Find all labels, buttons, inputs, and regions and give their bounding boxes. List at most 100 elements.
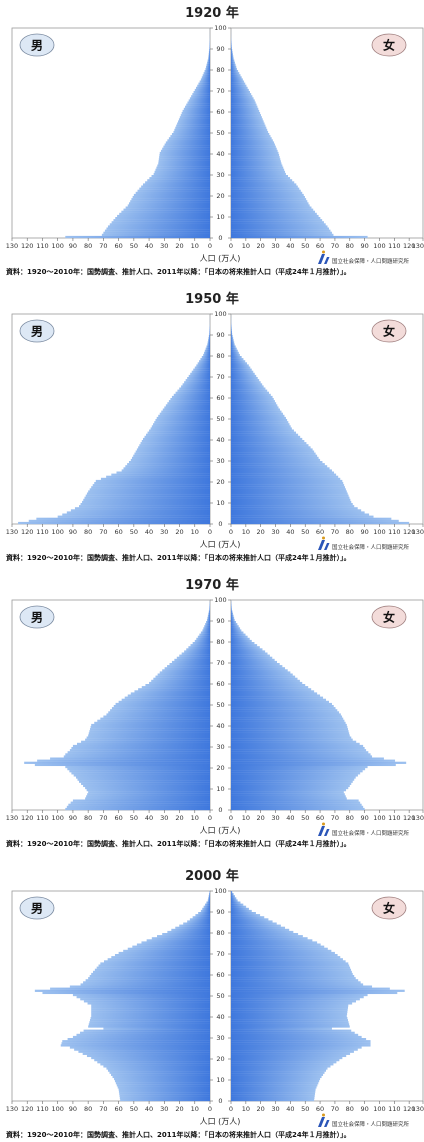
female-bar-age-42 <box>231 719 345 722</box>
female-bar-age-30 <box>231 172 286 176</box>
female-bar-age-18 <box>231 198 307 201</box>
x-tick-label-female: 20 <box>257 242 265 250</box>
female-bar-age-88 <box>231 914 261 917</box>
male-bar-age-8 <box>88 791 210 794</box>
female-bar-age-55 <box>231 692 318 695</box>
male-bar-age-37 <box>89 1021 210 1024</box>
male-bar-age-76 <box>197 362 210 365</box>
female-bar-age-58 <box>231 977 356 980</box>
male-bar-age-74 <box>181 652 210 655</box>
y-tick-label: 80 <box>216 66 224 74</box>
x-tick-label-male: 90 <box>69 528 77 536</box>
female-bar-age-73 <box>231 82 246 85</box>
female-bar-age-68 <box>231 379 260 382</box>
y-tick-label: 60 <box>216 108 224 116</box>
male-bar-age-18 <box>92 484 210 487</box>
male-bar-age-86 <box>207 341 210 344</box>
female-bar-age-52 <box>231 412 283 415</box>
x-tick-label-female: 100 <box>373 242 385 250</box>
male-bar-age-11 <box>119 212 210 216</box>
male-bar-age-92 <box>209 328 210 331</box>
male-bar-age-82 <box>206 63 210 66</box>
male-bar-age-36 <box>138 446 210 449</box>
male-bar-age-22 <box>24 761 211 764</box>
male-bar-age-14 <box>107 1069 210 1072</box>
x-tick-label-male: 120 <box>21 1105 33 1113</box>
female-bar-age-40 <box>231 437 303 441</box>
female-bar-age-9 <box>231 217 321 220</box>
female-bar-age-50 <box>231 130 269 134</box>
female-bar-age-15 <box>231 776 356 779</box>
female-bar-age-19 <box>231 482 344 485</box>
male-bar-age-61 <box>93 970 210 974</box>
female-bar-age-43 <box>231 431 297 434</box>
male-bar-age-88 <box>195 914 210 917</box>
male-bar-age-81 <box>203 351 210 355</box>
female-bar-age-71 <box>231 372 255 376</box>
x-tick-label-male: 80 <box>84 528 92 536</box>
male-bar-age-32 <box>133 454 210 457</box>
y-tick-label: 10 <box>216 785 224 793</box>
male-bar-age-58 <box>141 686 210 689</box>
male-bar-age-91 <box>209 44 210 48</box>
male-bar-age-60 <box>91 972 210 976</box>
female-bar-age-66 <box>231 97 254 100</box>
male-bar-age-27 <box>61 1042 210 1045</box>
x-tick-label-female: 60 <box>316 1105 324 1113</box>
female-bar-age-76 <box>231 362 248 365</box>
female-bar-age-9 <box>231 503 353 506</box>
male-bar-age-0 <box>18 521 211 525</box>
male-bar-age-46 <box>151 425 210 428</box>
male-bar-age-17 <box>100 1063 210 1066</box>
male-bar-age-74 <box>199 80 210 83</box>
female-bar-age-27 <box>231 179 293 182</box>
female-bar-age-90 <box>231 332 233 336</box>
female-bar-age-89 <box>231 912 256 915</box>
male-bar-age-14 <box>125 206 210 209</box>
male-bar-age-0 <box>65 807 210 811</box>
male-bar-age-22 <box>106 475 210 478</box>
male-bar-age-15 <box>75 776 210 779</box>
female-bar-age-84 <box>231 631 244 634</box>
female-bar-age-8 <box>231 791 344 794</box>
male-bar-age-33 <box>134 452 210 455</box>
male-bar-age-65 <box>188 99 210 102</box>
female-bar-age-17 <box>231 200 308 203</box>
x-tick-label-female: 90 <box>360 528 368 536</box>
male-bar-age-44 <box>91 1006 210 1009</box>
male-bar-age-9 <box>115 217 210 220</box>
x-tick-label-female: 40 <box>286 528 294 536</box>
x-tick-label-male: 20 <box>175 528 183 536</box>
male-bar-age-47 <box>153 423 210 426</box>
female-bar-age-61 <box>231 107 259 111</box>
female-bar-age-21 <box>231 191 303 195</box>
female-badge: 女 <box>371 605 407 629</box>
male-bar-age-57 <box>179 116 210 119</box>
x-tick-label-female: 50 <box>301 528 309 536</box>
female-bar-age-45 <box>231 713 341 716</box>
female-bar-age-60 <box>231 681 303 685</box>
male-bar-age-69 <box>193 91 210 94</box>
female-bar-age-9 <box>231 1080 320 1083</box>
female-bar-age-86 <box>231 341 235 344</box>
y-tick-label: 20 <box>216 1055 224 1063</box>
female-bar-age-48 <box>231 135 271 138</box>
male-bar-age-23 <box>111 473 210 476</box>
male-bar-age-2 <box>119 1094 210 1097</box>
x-tick-label-female: 60 <box>316 242 324 250</box>
female-bar-age-80 <box>231 67 237 71</box>
male-bar-age-12 <box>84 496 210 499</box>
male-bar-age-19 <box>67 768 210 771</box>
x-tick-label-male: 50 <box>130 814 138 822</box>
y-tick-label: 70 <box>216 950 224 958</box>
x-tick-label-female: 110 <box>388 814 400 822</box>
male-bar-age-52 <box>121 698 210 701</box>
x-tick-label-male: 70 <box>99 1105 107 1113</box>
female-bar-age-4 <box>231 799 359 802</box>
y-tick-label: 80 <box>216 352 224 360</box>
female-bar-age-2 <box>231 803 362 806</box>
x-tick-label-female: 100 <box>373 1105 385 1113</box>
female-bar-age-85 <box>231 57 234 60</box>
male-bar-age-79 <box>192 642 210 645</box>
female-bar-age-36 <box>231 160 281 163</box>
